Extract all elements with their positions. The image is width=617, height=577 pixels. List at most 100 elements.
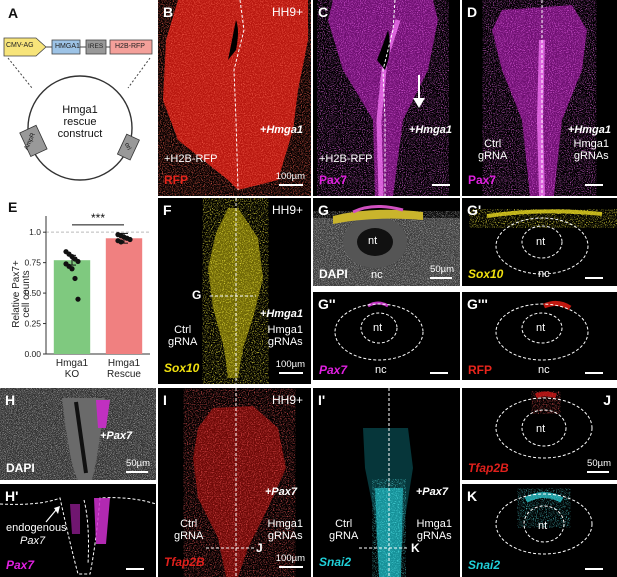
scalebar-k <box>585 568 603 570</box>
scale-b: 100µm <box>275 171 305 182</box>
y-axis-label: Relative Pax7+ cell counts <box>11 260 32 328</box>
panel-h1-label: H' <box>5 488 19 504</box>
panel-g3: G''' nt nc RFP <box>462 292 617 380</box>
y-tick-label: 0.75 <box>24 258 41 268</box>
pax7-i: +Pax7 <box>264 486 297 498</box>
endogenous-label: endogenous <box>6 522 67 534</box>
stain-i1: Snai2 <box>319 555 352 569</box>
panel-b-label: B <box>163 4 174 20</box>
nt-g1: nt <box>536 236 546 248</box>
pax7-section-h1 <box>0 497 156 575</box>
scale-g: 50µm <box>430 264 454 275</box>
stain-g: DAPI <box>319 267 348 281</box>
panel-i: I HH9+ +Pax7 Ctrl gRNA Hmga1 gRNAs J Tfa… <box>158 388 311 577</box>
section-g-marker: G <box>192 288 202 302</box>
stain-j: Tfap2B <box>468 461 509 475</box>
pax7-i1: +Pax7 <box>415 486 448 498</box>
ctrl-f: Ctrl gRNA <box>168 324 198 349</box>
scale-f: 100µm <box>275 359 305 370</box>
panel-d: D +Hmga1 Ctrl gRNA Hmga1 gRNAs Pax7 <box>462 0 617 196</box>
category-label: Hmga1 <box>56 358 89 369</box>
panel-i1-label: I' <box>318 392 326 408</box>
scalebar-j <box>587 471 609 473</box>
scalebar-h1 <box>126 568 144 570</box>
scalebar-c <box>432 184 450 186</box>
panel-g2: G'' nt nc Pax7 <box>313 292 460 380</box>
dapi-section-g <box>313 205 460 286</box>
grnas-i: Hmga1 gRNAs <box>267 518 303 543</box>
nc-g2: nc <box>375 364 387 376</box>
panel-g2-label: G'' <box>318 296 336 312</box>
bar <box>105 238 143 354</box>
panel-g3-label: G''' <box>467 296 488 312</box>
plasmid-title: Hmga1 rescue construct <box>57 104 103 141</box>
pax7-image-c <box>328 0 438 196</box>
panel-g1-label: G' <box>467 202 482 218</box>
section-k-marker: K <box>411 541 420 555</box>
rfp-section <box>495 300 589 361</box>
panel-g1: G' nt nc Sox10 <box>462 198 617 286</box>
grnas-d: Hmga1 gRNAs <box>573 138 609 163</box>
category-label: Rescue <box>107 369 141 380</box>
sox10-image <box>208 198 263 384</box>
panel-f-label: F <box>163 202 172 218</box>
panel-h: H +Pax7 DAPI 50µm <box>0 388 156 480</box>
construct-diagram <box>3 37 153 181</box>
stain-g2: Pax7 <box>319 363 348 377</box>
scalebar-g <box>430 277 452 279</box>
data-point <box>72 275 78 282</box>
panel-h1: H' endogenous Pax7 Pax7 <box>0 484 156 577</box>
panel-g-label: G <box>318 202 329 218</box>
panel-e-label: E <box>8 199 18 215</box>
stain-i: Tfap2B <box>164 555 205 569</box>
panel-h-label: H <box>5 392 16 408</box>
nt-g2: nt <box>373 322 383 334</box>
stain-h1: Pax7 <box>6 558 35 572</box>
snai2-image <box>359 388 413 577</box>
panel-i-label: I <box>163 392 167 408</box>
nt-j: nt <box>536 423 546 435</box>
data-point <box>118 239 124 245</box>
panel-g: G nt nc DAPI 50µm <box>313 198 460 286</box>
stain-k: Snai2 <box>468 558 501 572</box>
data-point <box>75 296 81 302</box>
promoter-label: CMV-AG <box>6 42 34 49</box>
ctrl-i: Ctrl gRNA <box>174 518 204 543</box>
stage-b: HH9+ <box>271 5 303 19</box>
scalebar-g3 <box>585 372 603 374</box>
pax7-image-d <box>492 0 587 196</box>
hmga1-c: +Hmga1 <box>408 124 452 136</box>
panel-k-label: K <box>467 488 478 504</box>
ires-label: IRES <box>88 43 104 50</box>
nt-k: nt <box>538 520 548 532</box>
ctrl-i1: Ctrl gRNA <box>329 518 359 543</box>
section-j-marker: J <box>256 541 263 555</box>
sox10-section <box>482 209 607 275</box>
pax7-h: +Pax7 <box>100 430 133 442</box>
y-tick-label: 0.25 <box>24 319 41 329</box>
grnas-i1: Hmga1 gRNAs <box>416 518 452 543</box>
scale-i: 100µm <box>275 553 305 564</box>
data-point <box>69 266 75 272</box>
scalebar-d <box>585 184 603 186</box>
panel-c-label: C <box>318 4 329 20</box>
panel-f: F HH9+ G +Hmga1 Ctrl gRNA Hmga1 gRNAs So… <box>158 198 311 384</box>
panel-c: C +Hmga1 +H2B-RFP Pax7 <box>313 0 460 196</box>
stage-f: HH9+ <box>271 203 303 217</box>
hmga1-b: +Hmga1 <box>259 124 303 136</box>
data-point <box>75 258 81 265</box>
tfap2b-image <box>193 388 286 577</box>
pax7-section <box>334 301 424 361</box>
significance-label: *** <box>91 211 105 225</box>
snai2-section <box>495 492 593 555</box>
stain-c: Pax7 <box>319 173 348 187</box>
panel-j-label: J <box>603 392 611 408</box>
grnas-f: Hmga1 gRNAs <box>267 324 303 349</box>
scalebar-g2 <box>430 372 448 374</box>
category-label: KO <box>65 369 80 380</box>
scalebar-g1 <box>585 277 603 279</box>
nc-g1: nc <box>538 268 550 280</box>
nc-g: nc <box>371 269 383 281</box>
y-tick-label: 0.50 <box>24 288 41 298</box>
